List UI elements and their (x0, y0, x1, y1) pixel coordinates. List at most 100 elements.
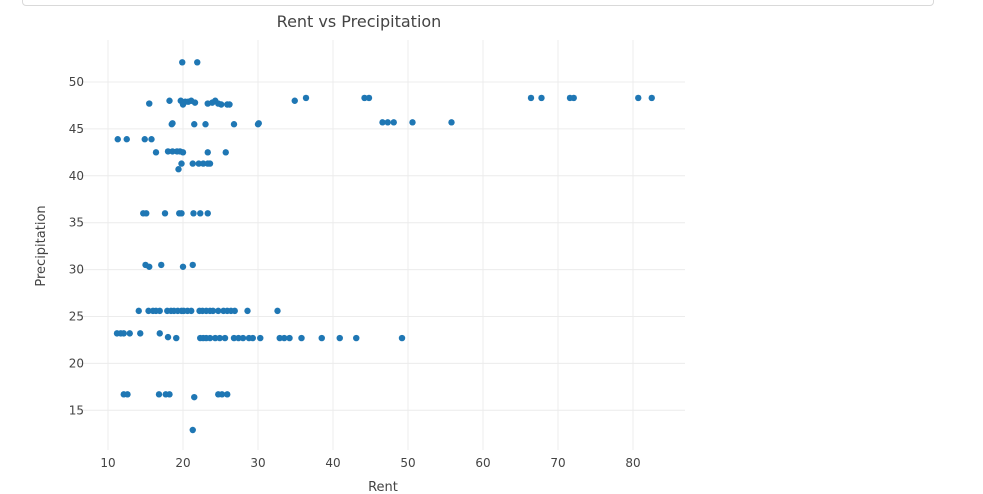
scatter-point (191, 99, 199, 106)
scatter-point (302, 94, 310, 102)
scatter-point (164, 333, 172, 341)
y-tick-label: 15 (69, 403, 84, 417)
scatter-point (390, 119, 397, 126)
scatter-point (166, 391, 173, 398)
scatter-point (166, 97, 173, 104)
scatter-point (318, 334, 325, 342)
scatter-point (164, 148, 172, 155)
scatter-point (189, 261, 196, 269)
scatter-point (384, 119, 391, 126)
top-toolbar-edge (22, 0, 934, 6)
scatter-point (249, 334, 256, 342)
scatter-point (191, 121, 198, 128)
scatter-point (188, 307, 195, 315)
data-points (113, 59, 655, 434)
scatter-point (212, 334, 219, 342)
scatter-point (235, 334, 242, 342)
scatter-point (635, 94, 642, 102)
scatter-point (231, 307, 238, 315)
scatter-point (156, 307, 163, 315)
scatter-point (179, 263, 187, 270)
scatter-point (204, 210, 211, 217)
scatter-point (244, 307, 251, 315)
scatter-point (175, 166, 182, 173)
scatter-point (155, 391, 163, 398)
scatter-point (189, 426, 196, 434)
scatter-point (200, 160, 207, 167)
scatter-point (222, 149, 229, 156)
scatter-point (226, 101, 233, 108)
scatter-point (152, 149, 160, 156)
scatter-point (179, 149, 187, 156)
scatter-point (141, 136, 148, 143)
scatter-point (230, 121, 238, 128)
x-tick-label: 80 (625, 456, 640, 470)
scatter-point (239, 334, 247, 342)
scatter-point (158, 261, 165, 269)
scatter-point (336, 334, 343, 342)
scatter-point (189, 160, 196, 167)
y-tick-label: 20 (69, 356, 84, 370)
scatter-point (209, 307, 217, 315)
scatter-point (255, 120, 262, 127)
scatter-point (353, 334, 360, 342)
scatter-point (178, 210, 185, 217)
chart-title: Rent vs Precipitation (277, 12, 442, 31)
scatter-point (291, 97, 298, 104)
scatter-point (143, 210, 150, 217)
scatter-point (178, 160, 185, 167)
x-tick-label: 30 (250, 456, 265, 470)
scatter-point (216, 334, 223, 342)
scatter-point (257, 334, 264, 342)
scatter-point (365, 94, 373, 102)
scatter-point (409, 119, 416, 126)
scatter-point (179, 101, 187, 108)
scatter-point (179, 59, 186, 66)
scatter-point (202, 121, 209, 128)
scatter-point (191, 393, 198, 401)
scatter-point (148, 136, 155, 143)
scatter-point (190, 210, 197, 217)
scatter-point (137, 330, 144, 337)
scatter-point (195, 160, 202, 167)
scatter-point (120, 330, 127, 337)
scatter-point (298, 334, 305, 342)
x-tick-label: 50 (400, 456, 415, 470)
scatter-point (281, 334, 288, 342)
scatter-point (123, 136, 130, 143)
scatter-point (286, 334, 293, 342)
scatter-point (206, 334, 214, 342)
scatter-point (379, 119, 386, 126)
scatter-point (221, 334, 229, 342)
scatter-point (224, 391, 231, 398)
scatter-point (169, 120, 176, 127)
x-tick-label: 70 (550, 456, 565, 470)
scatter-point (161, 210, 169, 217)
scatter-point (135, 307, 142, 315)
scatter-point (146, 100, 153, 107)
scatter-point (218, 391, 226, 398)
scatter-point (361, 94, 368, 102)
scatter-point (114, 136, 121, 143)
scatter-point (570, 94, 577, 102)
scatter-point (197, 210, 204, 217)
scatter-point (276, 334, 283, 342)
scatter-point (274, 307, 281, 315)
scatter-point (538, 94, 545, 102)
scatter-point (398, 334, 406, 342)
y-tick-label: 50 (69, 75, 84, 89)
scatter-point (206, 160, 214, 167)
y-tick-label: 35 (69, 216, 84, 230)
scatter-point (194, 59, 201, 66)
x-axis-label: Rent (368, 480, 398, 494)
y-tick-label: 45 (69, 122, 84, 136)
x-tick-label: 40 (325, 456, 340, 470)
scatter-point (648, 94, 655, 102)
scatter-point (204, 149, 211, 156)
scatter-point (145, 307, 152, 315)
y-axis-label: Precipitation (34, 205, 49, 286)
scatter-point (173, 334, 180, 342)
axis-ticks: 10 20 30 40 50 60 70 80 15 20 25 30 35 40 45 50 (69, 75, 641, 470)
scatter-point (156, 330, 163, 337)
